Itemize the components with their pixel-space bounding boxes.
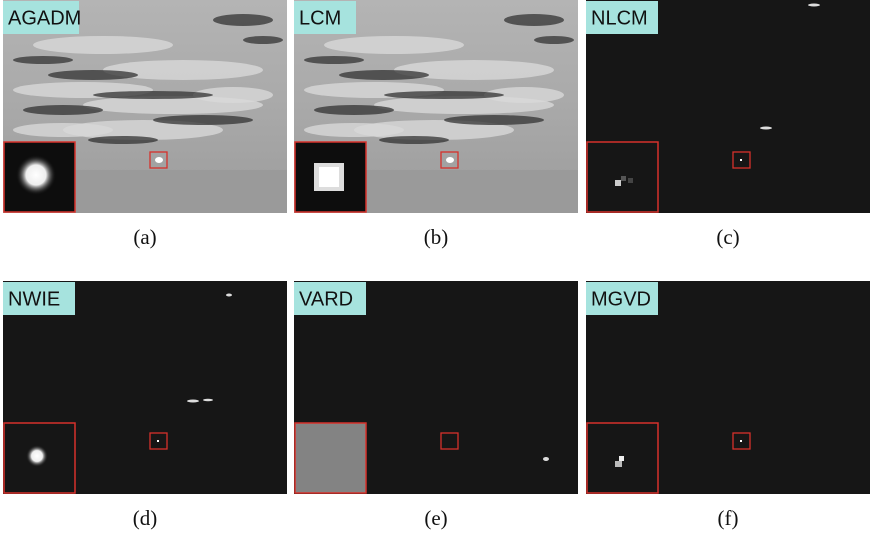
- bright-spot: [760, 127, 772, 130]
- inset-px: [615, 461, 622, 467]
- cloud-dark: [504, 14, 564, 26]
- panel-label: MGVD: [591, 288, 651, 310]
- inset: [587, 423, 658, 493]
- cloud-light: [13, 123, 113, 137]
- cloud-dark: [314, 105, 394, 115]
- bright-spot: [226, 294, 232, 297]
- cloud-dark: [444, 115, 544, 125]
- inset-image: [295, 423, 366, 493]
- inset: [295, 423, 366, 493]
- inset-px: [621, 176, 626, 181]
- figure: AGADM (a) LCM (b) NLCM (c) NWIE (d) VARD (e) MGVD (…: [0, 0, 871, 538]
- cloud-dark: [88, 136, 158, 144]
- cloud-dark: [384, 91, 504, 99]
- cloud-dark: [93, 91, 213, 99]
- bright-spot: [203, 399, 213, 401]
- inset: [587, 142, 658, 212]
- cloud-dark: [243, 36, 283, 44]
- cloud-dark: [153, 115, 253, 125]
- image-panel: LCM: [294, 0, 578, 213]
- page: {"panels": [ {"label": "AGADM", "caption…: [0, 0, 871, 538]
- cloud-dark: [13, 56, 73, 64]
- inset: [295, 142, 366, 212]
- cloud-dark: [23, 105, 103, 115]
- panel-caption: (b): [424, 225, 449, 249]
- image-panel: AGADM: [3, 0, 287, 213]
- panel-label: NLCM: [591, 7, 648, 29]
- inset: [4, 142, 75, 212]
- cloud-dark: [48, 70, 138, 80]
- inset: [4, 423, 75, 493]
- bright-spot: [187, 400, 199, 403]
- inset-px: [628, 178, 633, 183]
- cloud-light: [33, 36, 173, 54]
- cloud-dark: [213, 14, 273, 26]
- panel-label: VARD: [299, 288, 353, 310]
- image-panel: NWIE: [3, 281, 287, 494]
- target: [155, 157, 163, 163]
- cloud-light: [304, 123, 404, 137]
- panel-label: LCM: [299, 7, 341, 29]
- inset-target: [16, 155, 56, 195]
- target: [740, 159, 742, 161]
- target: [446, 157, 454, 163]
- cloud-light: [324, 36, 464, 54]
- inset-target-core: [319, 167, 339, 187]
- cloud-dark: [534, 36, 574, 44]
- target: [157, 440, 159, 442]
- panel-label: NWIE: [8, 288, 60, 310]
- panel-caption: (c): [716, 225, 739, 249]
- image-panel: MGVD: [586, 281, 870, 494]
- cloud-dark: [304, 56, 364, 64]
- image-panel: NLCM: [586, 0, 870, 213]
- bright-spot: [808, 4, 820, 7]
- panel-caption: (a): [133, 225, 156, 249]
- image-panel: VARD: [294, 281, 578, 494]
- target: [740, 440, 742, 442]
- bright-spot: [543, 457, 549, 461]
- inset-px: [615, 180, 621, 186]
- cloud-dark: [339, 70, 429, 80]
- panel-caption: (f): [718, 506, 739, 530]
- inset-target: [26, 445, 48, 467]
- panel-caption: (d): [133, 506, 158, 530]
- cloud-dark: [379, 136, 449, 144]
- panel-caption: (e): [424, 506, 447, 530]
- inset-px: [619, 456, 624, 461]
- panel-label: AGADM: [8, 7, 81, 29]
